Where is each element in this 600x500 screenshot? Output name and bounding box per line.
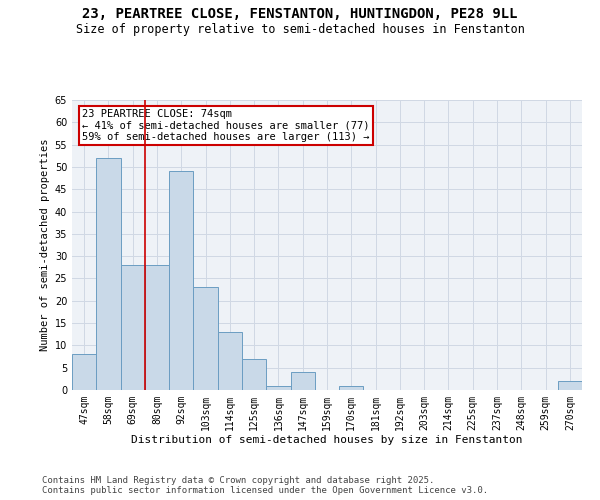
Bar [72, 354, 96, 390]
Bar [242, 359, 266, 390]
Bar [169, 172, 193, 390]
Text: Contains HM Land Registry data © Crown copyright and database right 2025.
Contai: Contains HM Land Registry data © Crown c… [42, 476, 488, 495]
Bar [290, 372, 315, 390]
Bar [558, 381, 582, 390]
Bar [121, 265, 145, 390]
Text: Size of property relative to semi-detached houses in Fenstanton: Size of property relative to semi-detach… [76, 22, 524, 36]
Text: 23 PEARTREE CLOSE: 74sqm
← 41% of semi-detached houses are smaller (77)
59% of s: 23 PEARTREE CLOSE: 74sqm ← 41% of semi-d… [82, 108, 370, 142]
Bar [339, 386, 364, 390]
Text: 23, PEARTREE CLOSE, FENSTANTON, HUNTINGDON, PE28 9LL: 23, PEARTREE CLOSE, FENSTANTON, HUNTINGD… [82, 8, 518, 22]
Bar [193, 288, 218, 390]
Bar [266, 386, 290, 390]
Bar [218, 332, 242, 390]
Bar [96, 158, 121, 390]
Text: Distribution of semi-detached houses by size in Fenstanton: Distribution of semi-detached houses by … [131, 435, 523, 445]
Bar [145, 265, 169, 390]
Y-axis label: Number of semi-detached properties: Number of semi-detached properties [40, 138, 50, 352]
